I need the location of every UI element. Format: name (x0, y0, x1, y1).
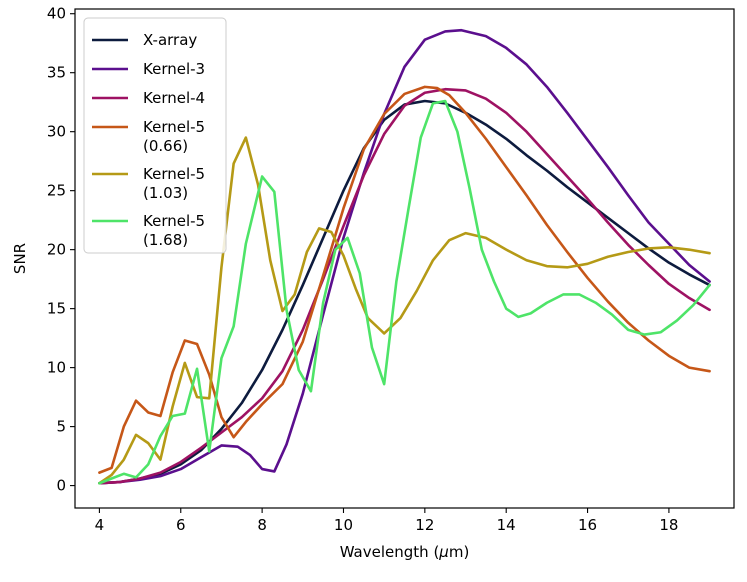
series-layer (98, 28, 711, 485)
y-axis-ticks: 0 5 10 15 20 25 30 35 40 (47, 5, 75, 495)
y-tick-label: 35 (47, 64, 66, 82)
legend: X-array Kernel-3 Kernel-4 Kernel-5 (0.66) Ker… (83, 17, 227, 254)
y-tick-label: 20 (47, 241, 66, 259)
legend-label: Kernel-3 (143, 60, 205, 78)
legend-entry-1: X-array (92, 31, 197, 49)
plot-frame (74, 8, 735, 509)
series-line-5 (98, 136, 711, 485)
legend-box (83, 17, 227, 254)
y-tick-label: 5 (56, 418, 66, 436)
legend-entry-5: Kernel-5 (1.03) (92, 165, 205, 202)
legend-entry-6: Kernel-5 (1.68) (92, 212, 205, 249)
y-tick-label: 30 (47, 123, 66, 141)
y-tick-label: 0 (56, 477, 66, 495)
y-tick-label: 40 (47, 5, 66, 23)
y-tick-label: 15 (47, 300, 66, 318)
series-line-3 (98, 87, 711, 485)
x-tick-label: 4 (95, 516, 105, 534)
x-tick-label: 16 (578, 516, 597, 534)
legend-label: Kernel-4 (143, 89, 205, 107)
y-axis-label: SNR (11, 243, 29, 274)
y-tick-label: 25 (47, 182, 66, 200)
legend-entry-2: Kernel-3 (92, 60, 205, 78)
x-tick-label: 18 (659, 516, 678, 534)
x-tick-label: 6 (176, 516, 186, 534)
x-tick-label: 10 (334, 516, 353, 534)
legend-label: Kernel-5 (1.03) (143, 165, 205, 202)
legend-entry-4: Kernel-5 (0.66) (92, 118, 205, 155)
x-tick-label: 12 (415, 516, 434, 534)
legend-label: Kernel-5 (0.66) (143, 118, 205, 155)
series-line-6 (98, 99, 711, 485)
x-tick-label: 8 (257, 516, 267, 534)
legend-entry-3: Kernel-4 (92, 89, 205, 107)
y-tick-label: 10 (47, 359, 66, 377)
x-axis-label: Wavelength (μm) (340, 543, 470, 561)
x-tick-label: 14 (497, 516, 516, 534)
series-line-4 (98, 85, 711, 474)
x-axis-ticks: 4 6 8 10 12 14 16 18 (95, 508, 678, 534)
legend-label: X-array (143, 31, 197, 49)
legend-label: Kernel-5 (1.68) (143, 212, 205, 249)
